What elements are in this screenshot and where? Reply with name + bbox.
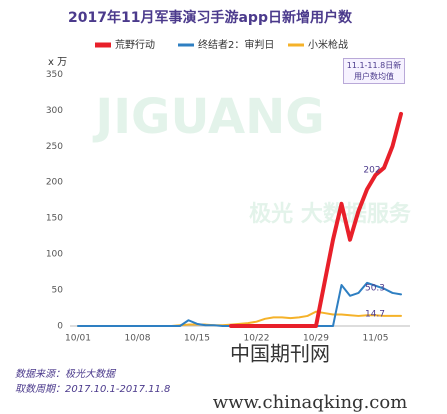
mean-label: 14.7	[365, 310, 385, 320]
legend-label: 终结者2：审判日	[198, 38, 274, 51]
legend-label: 荒野行动	[115, 38, 155, 51]
annotation: 11.1-11.8日新用户数均值	[343, 58, 405, 84]
x-tick-label: 10/22	[244, 334, 270, 344]
series-line	[77, 310, 402, 327]
y-tick-label: 250	[46, 142, 63, 152]
x-tick-label: 11/05	[363, 334, 389, 344]
x-tick-label: 10/08	[125, 334, 151, 344]
mean-label: 202	[363, 166, 380, 176]
x-tick-label: 10/01	[65, 334, 91, 344]
series-line	[229, 111, 403, 328]
watermark: 极光 大数据服务	[249, 201, 412, 227]
legend-label: 小米枪战	[308, 38, 348, 51]
x-tick-label: 10/15	[184, 334, 210, 344]
y-tick-label: 0	[57, 322, 63, 332]
watermark: 中国期刊网	[230, 342, 330, 366]
watermark: www.chinaqking.com	[213, 392, 408, 413]
y-tick-label: 100	[46, 250, 63, 260]
mean-label: 50.3	[365, 284, 385, 294]
x-tick-label: 10/29	[303, 334, 329, 344]
y-axis-label: x 万	[48, 57, 67, 68]
y-tick-label: 200	[46, 178, 63, 188]
y-tick-label: 50	[52, 286, 64, 296]
source: 数据来源：极光大数据	[15, 368, 117, 380]
y-tick-label: 150	[46, 214, 63, 224]
watermark: JIGUANG	[92, 89, 324, 145]
y-tick-label: 300	[46, 106, 63, 116]
series-line	[77, 281, 402, 327]
period: 取数周期：2017.10.1-2017.11.8	[15, 383, 170, 395]
chart-title: 2017年11月军事演习手游app日新增用户数	[68, 9, 353, 26]
y-tick-label: 350	[46, 70, 63, 80]
